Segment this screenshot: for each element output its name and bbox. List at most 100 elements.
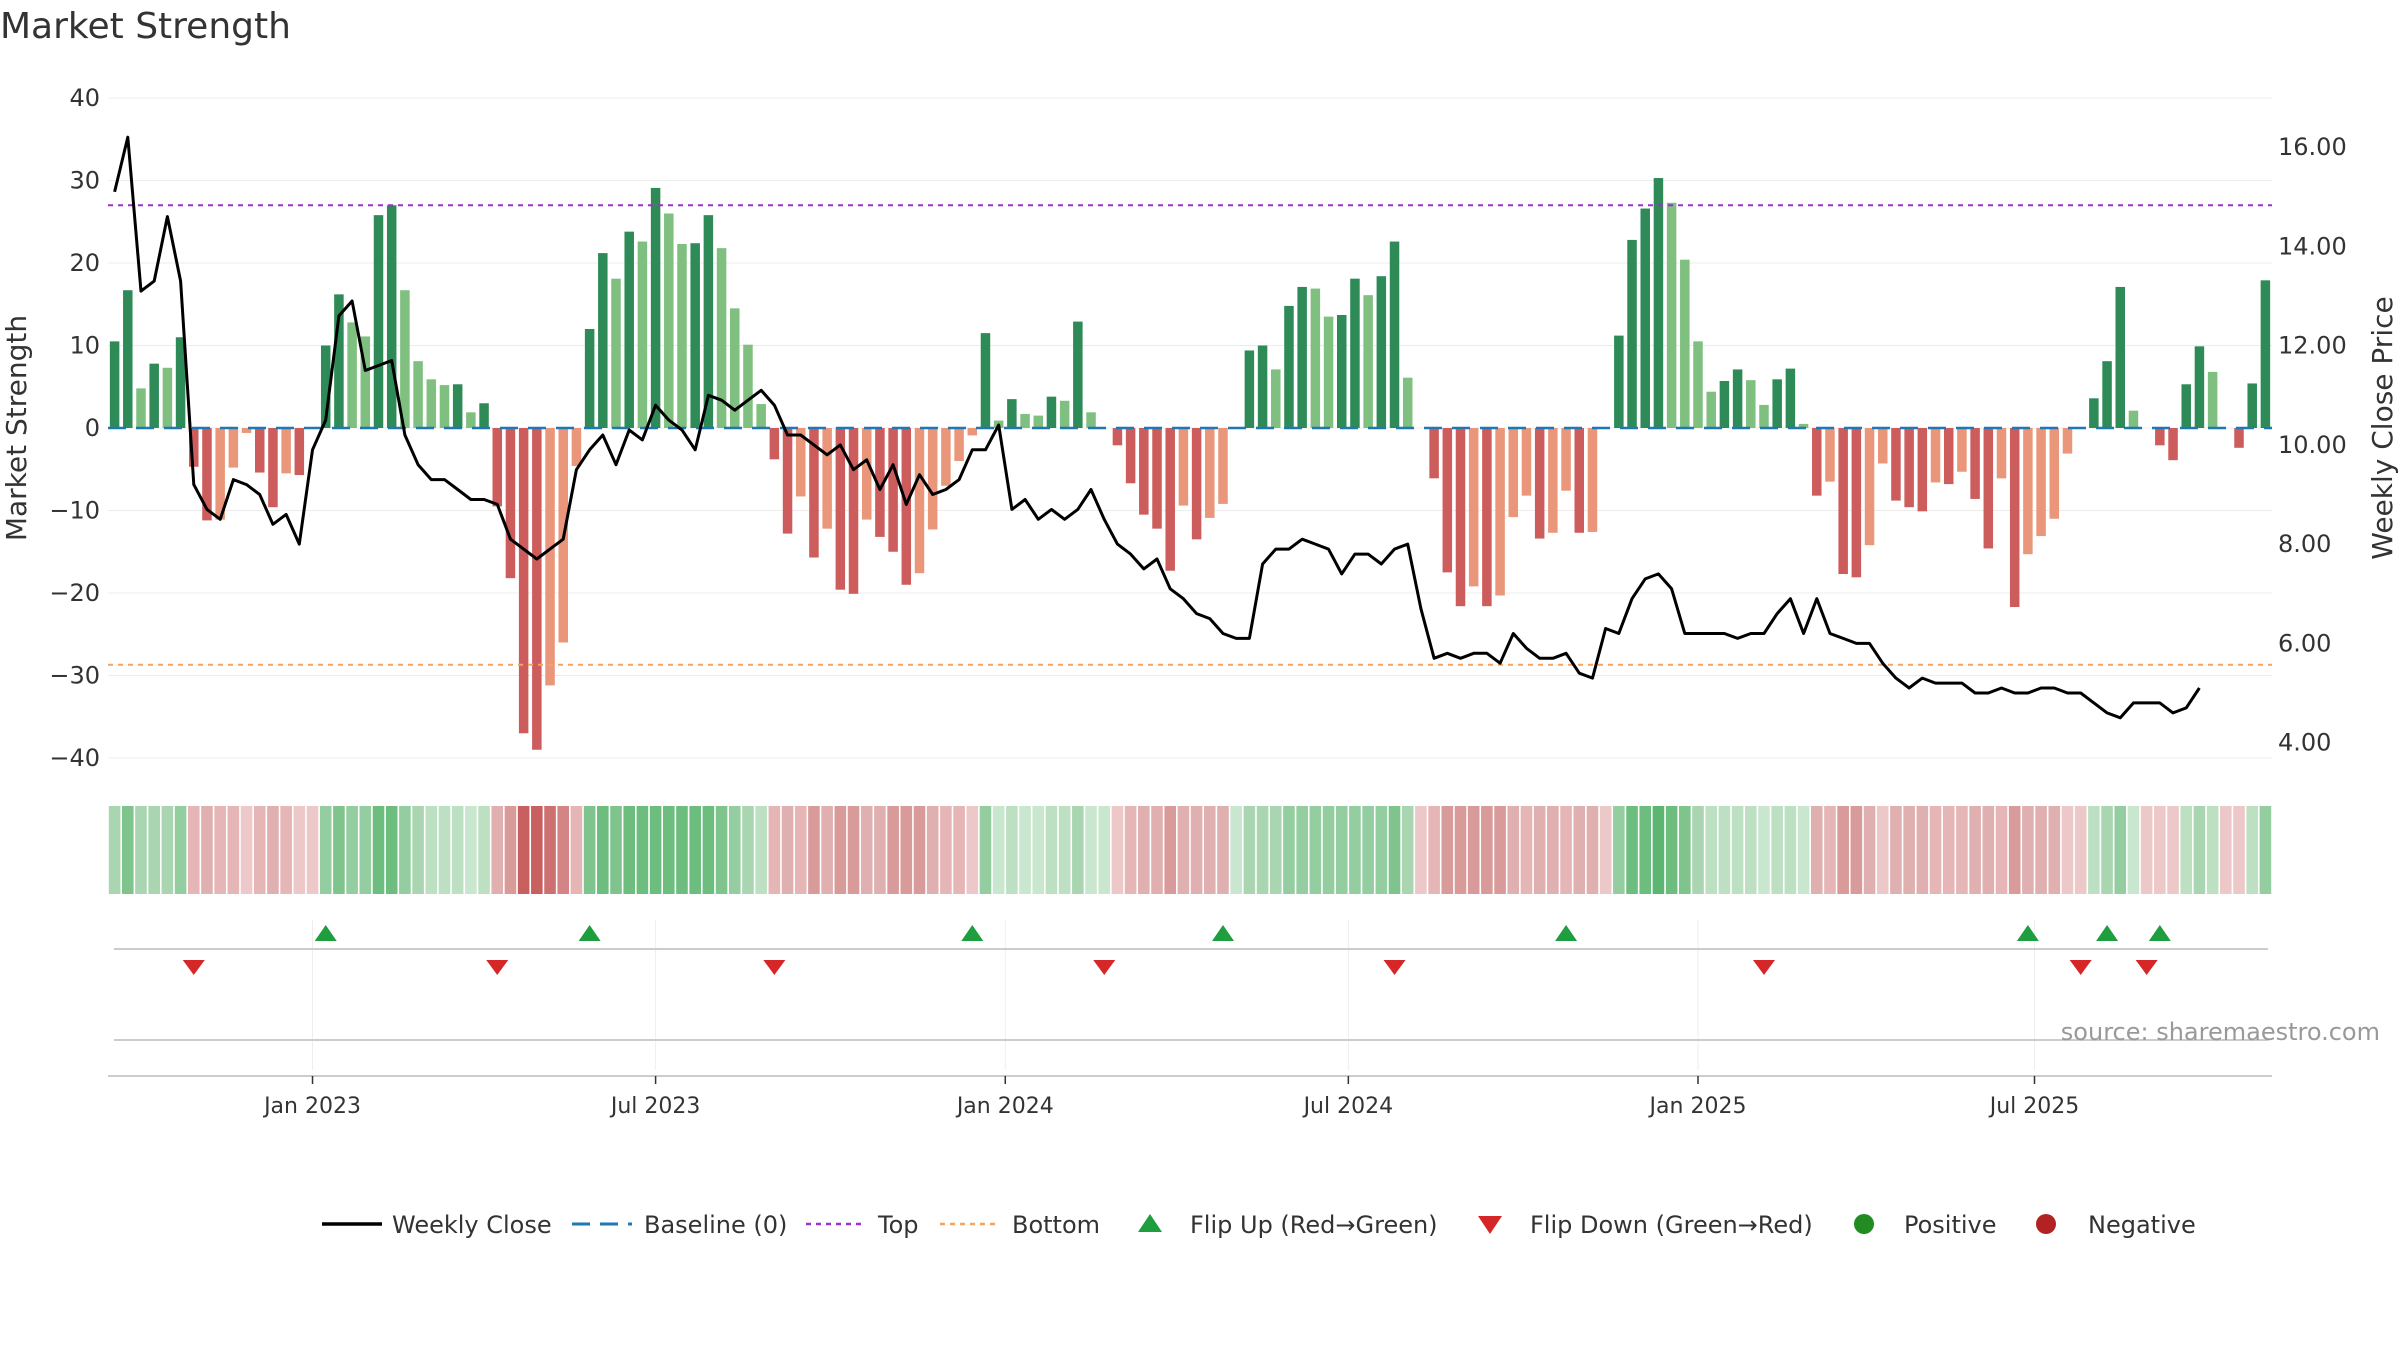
strength-bar	[1508, 428, 1519, 518]
flip-down-marker	[1383, 960, 1406, 975]
heat-cell	[478, 806, 490, 894]
heat-cell	[359, 806, 372, 894]
strength-bar	[1020, 413, 1030, 428]
strength-bar	[1297, 286, 1307, 428]
strength-bar	[1574, 428, 1585, 533]
strength-bar	[400, 290, 410, 428]
strength-bar	[492, 428, 503, 507]
heat-cell	[1441, 806, 1454, 894]
right-tick-label: 10.00	[2278, 431, 2347, 459]
right-tick-label: 6.00	[2278, 629, 2331, 657]
heat-cell	[1652, 806, 1665, 894]
strength-bar	[2009, 428, 2020, 608]
heat-cell	[267, 806, 279, 894]
strength-bar	[215, 428, 225, 520]
heat-cell	[412, 806, 424, 894]
strength-bar	[1495, 428, 1505, 596]
heat-cell	[1586, 806, 1599, 894]
strength-bar	[1653, 178, 1664, 428]
legend-item: Flip Down (Green→Red)	[1478, 1211, 1813, 1239]
heat-cell	[1837, 806, 1849, 894]
heat-cell	[597, 806, 609, 894]
strength-bar	[2062, 428, 2073, 454]
heat-cell	[1217, 806, 1229, 894]
weekly-close-polyline	[113, 135, 2201, 720]
strength-bar	[1257, 345, 1268, 428]
heat-cell	[623, 806, 636, 894]
left-tick-label: −30	[49, 662, 100, 690]
heat-cell	[1072, 806, 1084, 894]
strength-bar	[360, 336, 371, 428]
left-tick-label: 20	[69, 249, 100, 277]
strength-bar	[1086, 412, 1096, 428]
heat-cell	[1375, 806, 1388, 894]
strength-bar	[320, 345, 331, 428]
heat-cell	[1322, 806, 1335, 894]
strength-bar	[1838, 428, 1848, 575]
flip-up-marker	[1211, 925, 1234, 941]
strength-bar	[782, 428, 793, 534]
strength-bar	[809, 428, 819, 558]
heat-cell	[1520, 806, 1533, 894]
legend-swatch	[1478, 1216, 1502, 1234]
strength-bar	[545, 428, 555, 686]
legend-item: Negative	[2036, 1211, 2196, 1239]
heat-cell	[1507, 806, 1520, 894]
strength-bar	[1627, 239, 1637, 428]
strength-bar	[347, 322, 357, 428]
strength-bar	[1139, 428, 1149, 515]
strength-bar	[1125, 428, 1136, 484]
heat-cell	[108, 806, 121, 894]
flip-up-marker	[961, 925, 984, 941]
heat-cell	[874, 806, 886, 894]
strength-bar	[1970, 428, 1980, 499]
heat-cell	[821, 806, 833, 894]
flip-up-marker	[578, 925, 601, 941]
flip-down-marker	[2069, 960, 2092, 975]
strength-bar	[1812, 428, 1822, 496]
heat-cell	[2035, 806, 2047, 894]
strength-bar	[927, 428, 938, 530]
strength-bar	[1917, 428, 1928, 512]
legend-label: Positive	[1904, 1211, 1997, 1239]
legend-label: Bottom	[1012, 1211, 1100, 1239]
heat-cell	[2154, 806, 2166, 894]
strength-bar	[1864, 428, 1875, 546]
heat-cell	[2022, 806, 2034, 894]
strength-bar	[1877, 428, 1888, 464]
strength-bar	[1640, 208, 1650, 428]
heat-cell	[1296, 806, 1308, 894]
strength-bar	[598, 253, 608, 428]
heat-cell	[583, 806, 596, 894]
strength-bar	[967, 428, 978, 436]
strength-bar	[1191, 428, 1202, 540]
heat-cell	[465, 806, 477, 894]
strength-bar	[822, 428, 832, 529]
strength-bar	[426, 379, 437, 428]
strength-bar	[1891, 428, 1901, 501]
heat-cell	[1758, 806, 1770, 894]
strength-bar	[1402, 377, 1413, 428]
strength-bar	[1468, 428, 1479, 587]
strength-bar	[1046, 396, 1057, 428]
strength-bar	[690, 243, 700, 428]
strength-bar	[2168, 428, 2178, 461]
heat-cell	[1256, 806, 1269, 894]
weekly-close-line	[113, 135, 2201, 720]
heat-cell	[346, 806, 358, 894]
legend-label: Top	[877, 1211, 919, 1239]
heat-cell	[1467, 806, 1480, 894]
strength-bar	[1904, 428, 1914, 508]
strength-bar	[1732, 369, 1743, 428]
heat-cell	[808, 806, 820, 894]
strength-bar	[1706, 391, 1716, 428]
heat-cell	[742, 806, 754, 894]
left-axis-ticks: 40 30 20 10 0 −10 −20 −30 −40	[49, 84, 100, 772]
legend-label: Flip Up (Red→Green)	[1190, 1211, 1438, 1239]
strength-bar	[875, 428, 885, 537]
strength-bar	[373, 215, 384, 428]
left-tick-label: 30	[69, 167, 100, 195]
heat-cell	[1797, 806, 1810, 894]
heat-cell	[1533, 806, 1546, 894]
heat-cell	[227, 806, 240, 894]
